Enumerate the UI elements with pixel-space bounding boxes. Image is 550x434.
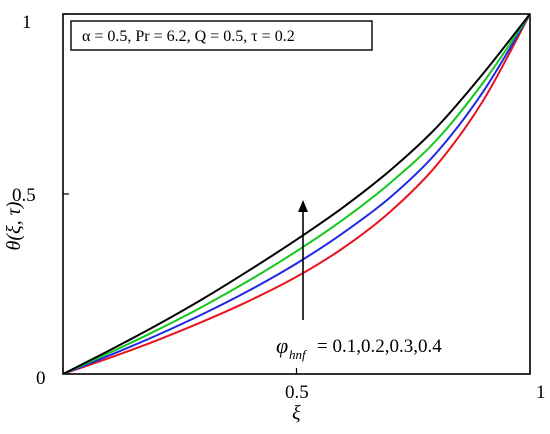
annotation-subscript: hnf xyxy=(289,347,308,362)
annotation-values: = 0.1,0.2,0.3,0.4 xyxy=(317,336,442,357)
tick-marks xyxy=(62,13,531,375)
parameters-text: α = 0.5, Pr = 6.2, Q = 0.5, τ = 0.2 xyxy=(82,28,295,45)
x-tick-label: 0.5 xyxy=(285,382,309,403)
annotation-arrow-head xyxy=(298,200,308,212)
y-tick-label: 0.5 xyxy=(12,185,36,206)
series-group xyxy=(62,13,531,375)
y-tick-label: 0 xyxy=(36,368,46,389)
parameters-box xyxy=(70,20,373,51)
series-line-2 xyxy=(62,13,531,375)
series-line-4 xyxy=(62,13,531,375)
y-tick-label: 1 xyxy=(22,12,32,33)
y-axis-label: θ(ξ, τ) xyxy=(3,201,25,250)
plot-frame xyxy=(62,13,531,375)
annotation-symbol: φ xyxy=(276,333,288,358)
series-line-3 xyxy=(62,13,531,375)
x-axis-label: ξ xyxy=(292,402,301,424)
x-tick-label: 1 xyxy=(536,382,546,403)
series-line-1 xyxy=(62,13,531,375)
